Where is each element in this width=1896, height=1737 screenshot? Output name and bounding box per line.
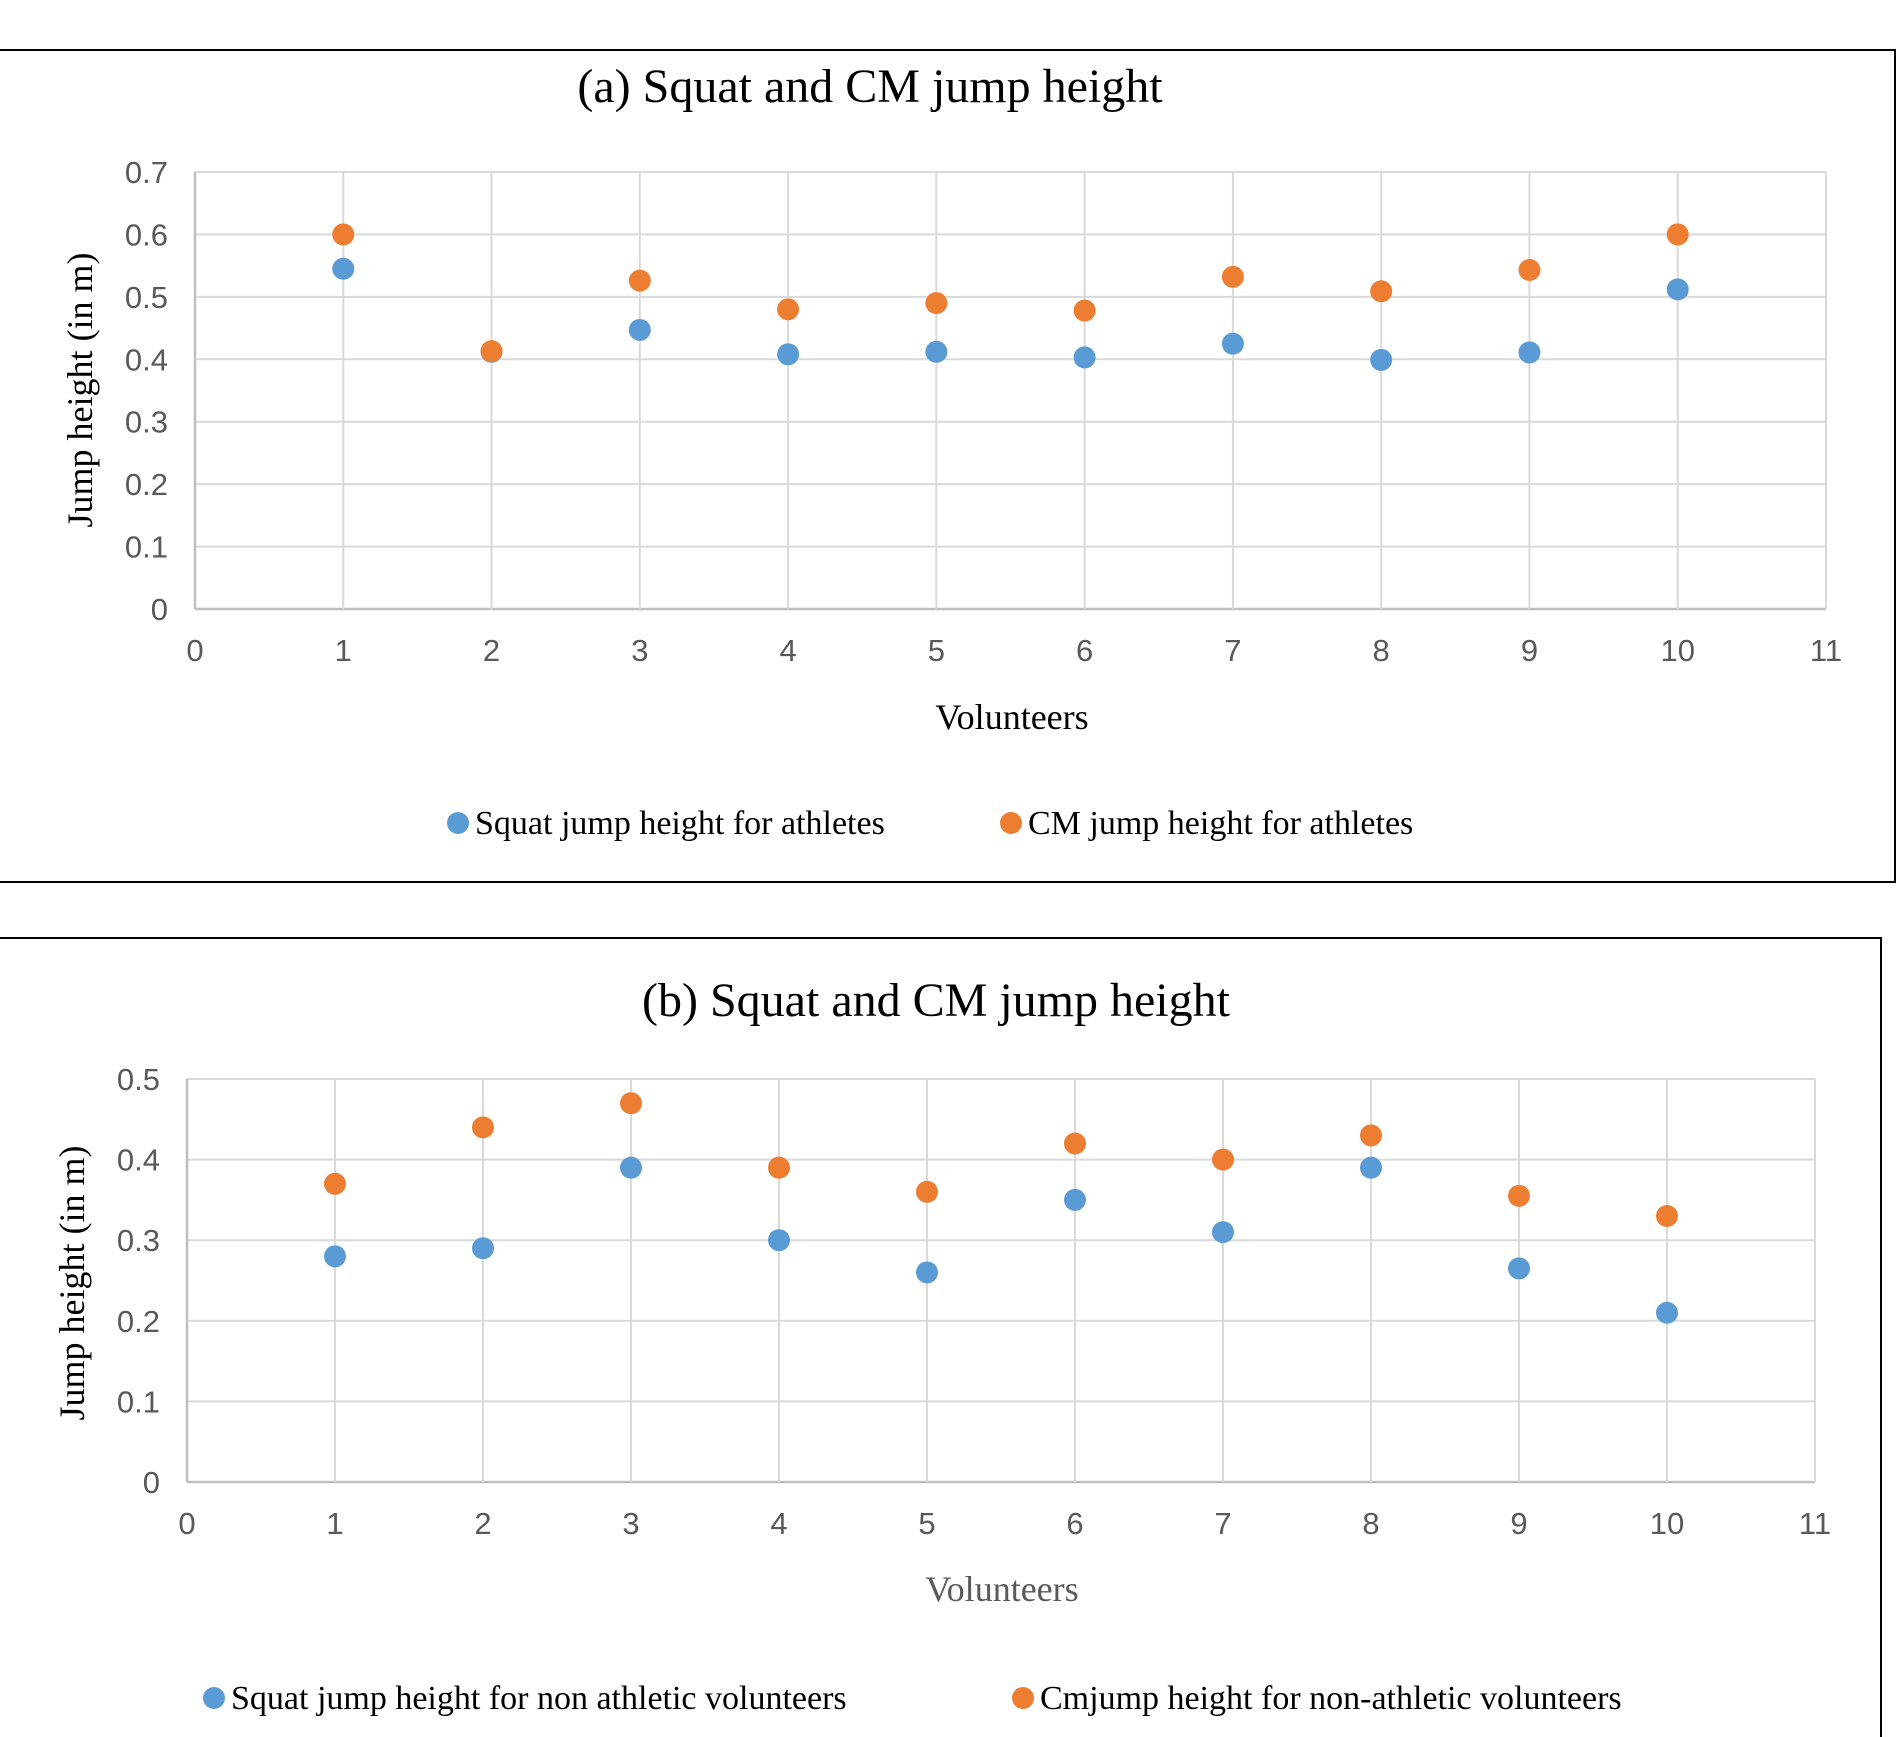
y-tick-label: 0.2 bbox=[125, 467, 168, 502]
cm-data-point bbox=[925, 292, 948, 315]
x-tick-label: 6 bbox=[1066, 1506, 1083, 1541]
squat-data-point bbox=[472, 1237, 494, 1260]
x-tick-label: 6 bbox=[1076, 633, 1093, 668]
chart-a-legend-marker-cm bbox=[1000, 812, 1022, 834]
y-tick-label: 0 bbox=[151, 592, 168, 627]
chart-panel-b bbox=[0, 937, 1882, 1737]
squat-data-point bbox=[1518, 341, 1541, 364]
chart-b-legend-marker-squat bbox=[203, 1687, 225, 1709]
y-tick-label: 0.3 bbox=[125, 405, 168, 440]
squat-data-point bbox=[777, 343, 800, 366]
x-tick-label: 10 bbox=[1660, 633, 1694, 668]
squat-data-point bbox=[324, 1245, 346, 1268]
cm-data-point bbox=[1212, 1148, 1234, 1171]
chart-b-y-axis-title: Jump height (in m) bbox=[52, 1146, 92, 1421]
y-tick-label: 0.4 bbox=[125, 342, 168, 377]
cm-data-point bbox=[1666, 223, 1689, 246]
x-tick-label: 3 bbox=[631, 633, 648, 668]
x-tick-label: 4 bbox=[779, 633, 796, 668]
squat-data-point bbox=[1064, 1188, 1086, 1211]
x-tick-label: 9 bbox=[1510, 1506, 1527, 1541]
squat-data-point bbox=[628, 318, 651, 341]
cm-data-point bbox=[1370, 280, 1393, 303]
squat-data-point bbox=[332, 257, 355, 280]
x-tick-label: 9 bbox=[1521, 633, 1538, 668]
cm-data-point bbox=[777, 298, 800, 321]
x-tick-label: 0 bbox=[178, 1506, 195, 1541]
x-tick-label: 2 bbox=[483, 633, 500, 668]
chart-a-y-axis-title: Jump height (in m) bbox=[60, 253, 100, 528]
x-tick-label: 7 bbox=[1214, 1506, 1231, 1541]
chart-a-legend-marker-squat bbox=[447, 812, 469, 834]
squat-data-point bbox=[1360, 1156, 1382, 1179]
x-tick-label: 5 bbox=[928, 633, 945, 668]
squat-data-point bbox=[1666, 278, 1689, 301]
cm-data-point bbox=[1656, 1205, 1678, 1228]
chart-b-title: (b) Squat and CM jump height bbox=[642, 974, 1231, 1027]
chart-panel-a bbox=[0, 49, 1896, 883]
x-tick-label: 1 bbox=[335, 633, 352, 668]
y-tick-label: 0.6 bbox=[125, 217, 168, 252]
chart-a-x-axis-title: Volunteers bbox=[935, 697, 1088, 737]
chart-a-legend-label-squat: Squat jump height for athletes bbox=[475, 805, 885, 842]
x-tick-label: 7 bbox=[1224, 633, 1241, 668]
squat-data-point bbox=[1370, 348, 1393, 371]
chart-b-legend: Squat jump height for non athletic volun… bbox=[203, 1680, 1622, 1717]
cm-data-point bbox=[1508, 1184, 1530, 1207]
cm-data-point bbox=[324, 1172, 346, 1195]
x-tick-label: 2 bbox=[474, 1506, 491, 1541]
squat-data-point bbox=[1073, 346, 1096, 369]
cm-data-point bbox=[916, 1180, 938, 1203]
x-tick-label: 5 bbox=[918, 1506, 935, 1541]
squat-data-point bbox=[1508, 1257, 1530, 1280]
chart-a-legend: Squat jump height for athletes CM jump h… bbox=[447, 805, 1413, 842]
x-tick-label: 11 bbox=[1799, 1506, 1831, 1541]
chart-b-legend-label-cm: Cmjump height for non-athletic volunteer… bbox=[1040, 1680, 1622, 1717]
y-tick-label: 0 bbox=[143, 1465, 160, 1500]
cm-data-point bbox=[1221, 265, 1244, 288]
chart-b-legend-marker-cm bbox=[1012, 1687, 1034, 1709]
cm-data-point bbox=[620, 1092, 642, 1115]
y-tick-label: 0.2 bbox=[117, 1304, 160, 1339]
squat-data-point bbox=[768, 1229, 790, 1252]
cm-data-point bbox=[480, 340, 503, 363]
cm-data-point bbox=[1064, 1132, 1086, 1155]
squat-data-point bbox=[1221, 332, 1244, 355]
squat-data-point bbox=[916, 1261, 938, 1284]
x-tick-label: 8 bbox=[1362, 1506, 1379, 1541]
x-tick-label: 4 bbox=[770, 1506, 787, 1541]
y-tick-label: 0.1 bbox=[117, 1384, 160, 1419]
chart-b-x-axis-title: Volunteers bbox=[925, 1569, 1078, 1609]
cm-data-point bbox=[472, 1116, 494, 1139]
y-tick-label: 0.7 bbox=[125, 155, 168, 190]
x-tick-label: 11 bbox=[1810, 633, 1842, 668]
x-tick-label: 1 bbox=[326, 1506, 343, 1541]
x-tick-label: 3 bbox=[622, 1506, 639, 1541]
cm-data-point bbox=[768, 1156, 790, 1179]
cm-data-point bbox=[1360, 1124, 1382, 1147]
cm-data-point bbox=[1073, 299, 1096, 322]
squat-data-point bbox=[620, 1156, 642, 1179]
y-tick-label: 0.5 bbox=[125, 280, 168, 315]
x-tick-label: 10 bbox=[1650, 1506, 1684, 1541]
y-tick-label: 0.5 bbox=[117, 1062, 160, 1097]
squat-data-point bbox=[925, 340, 948, 363]
x-tick-label: 8 bbox=[1373, 633, 1390, 668]
y-tick-label: 0.1 bbox=[125, 530, 168, 565]
cm-data-point bbox=[1518, 259, 1541, 282]
chart-b-legend-label-squat: Squat jump height for non athletic volun… bbox=[231, 1680, 847, 1717]
chart-a-title: (a) Squat and CM jump height bbox=[577, 60, 1163, 113]
y-tick-label: 0.3 bbox=[117, 1223, 160, 1258]
y-tick-label: 0.4 bbox=[117, 1143, 160, 1178]
chart-a-legend-label-cm: CM jump height for athletes bbox=[1028, 805, 1413, 842]
squat-data-point bbox=[1656, 1301, 1678, 1324]
squat-data-point bbox=[1212, 1221, 1234, 1244]
x-tick-label: 0 bbox=[186, 633, 203, 668]
chart-a-svg: (a) Squat and CM jump height 0 0.1 0.2 0.3 0… bbox=[60, 60, 1842, 842]
cm-data-point bbox=[332, 223, 355, 246]
cm-data-point bbox=[628, 269, 651, 292]
